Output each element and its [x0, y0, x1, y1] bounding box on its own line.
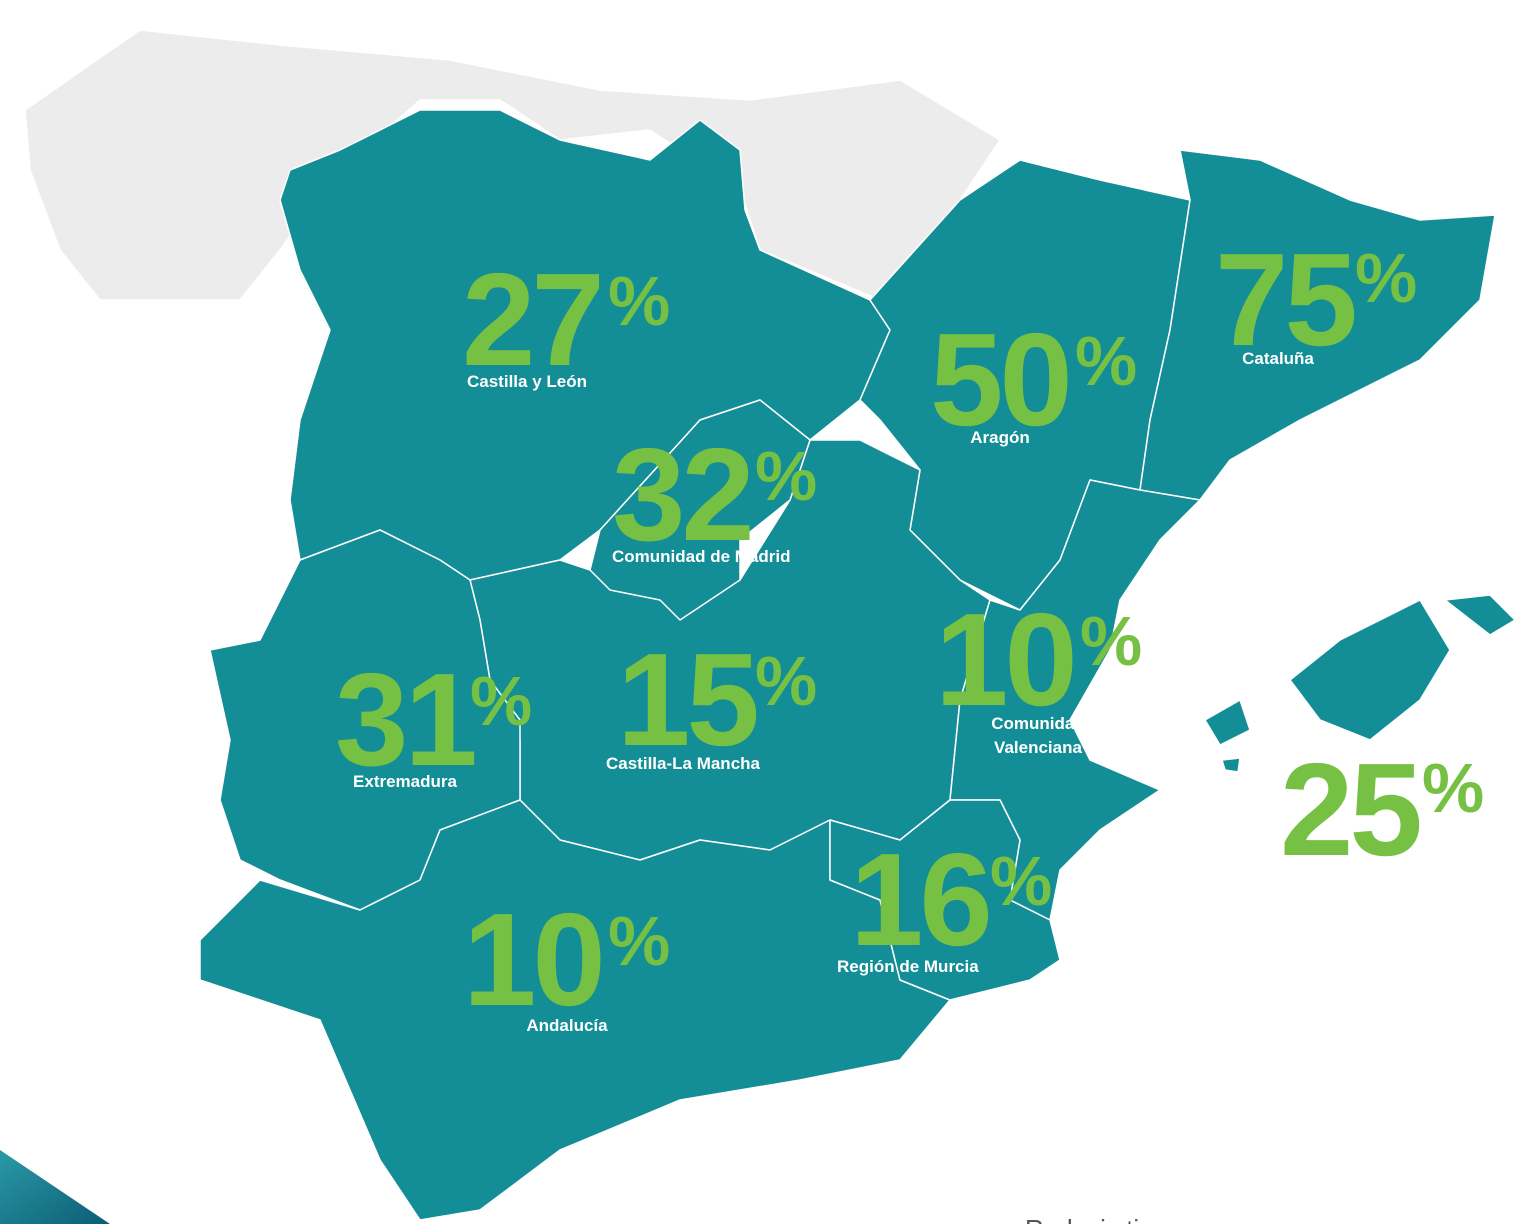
region-value: 16	[850, 826, 989, 973]
region-value: 15	[617, 626, 756, 773]
region-label: Cataluña	[1242, 349, 1314, 368]
percent-sign: %	[755, 642, 817, 720]
region-label: Comunidad	[991, 714, 1085, 733]
region-label: Castilla-La Mancha	[606, 754, 761, 773]
percent-sign: %	[1422, 749, 1484, 827]
ibiza	[1204, 699, 1251, 746]
region-value: 75	[1215, 226, 1354, 373]
percent-sign: %	[608, 262, 670, 340]
cataluna	[1139, 149, 1496, 501]
region-value: 10	[935, 586, 1074, 733]
region-label: Extremadura	[353, 772, 457, 791]
corner-shape	[0, 1150, 110, 1224]
region-value: 10	[463, 886, 602, 1033]
madrid	[589, 399, 811, 621]
region-label: Islas Baleares	[1293, 862, 1406, 881]
formentera	[1221, 757, 1241, 773]
region-value: 27	[462, 246, 601, 393]
region-value: 50	[930, 306, 1069, 453]
region-label: Valenciana	[994, 738, 1082, 757]
percent-sign: %	[1355, 239, 1417, 317]
percent-sign: %	[608, 902, 670, 980]
region-value: 25	[1280, 736, 1419, 883]
menorca	[1444, 594, 1516, 636]
percent-sign: %	[755, 437, 817, 515]
region-label: Región de Murcia	[837, 957, 979, 976]
regions	[199, 109, 1516, 1221]
north-regions	[24, 29, 1002, 301]
mallorca	[1289, 599, 1451, 741]
footer-text: Redexis tiene	[1025, 1214, 1183, 1224]
percent-sign: %	[990, 842, 1052, 920]
region-label: Aragón	[970, 428, 1030, 447]
region-label: Andalucía	[526, 1016, 608, 1035]
murcia	[829, 799, 1061, 1001]
region-value: 31	[335, 646, 474, 793]
percent-sign: %	[470, 662, 532, 740]
region-value: 32	[612, 421, 751, 568]
percent-sign: %	[1075, 322, 1137, 400]
percent-sign: %	[1080, 602, 1142, 680]
region-label: Castilla y León	[467, 372, 587, 391]
region-label: Comunidad de Madrid	[612, 547, 791, 566]
